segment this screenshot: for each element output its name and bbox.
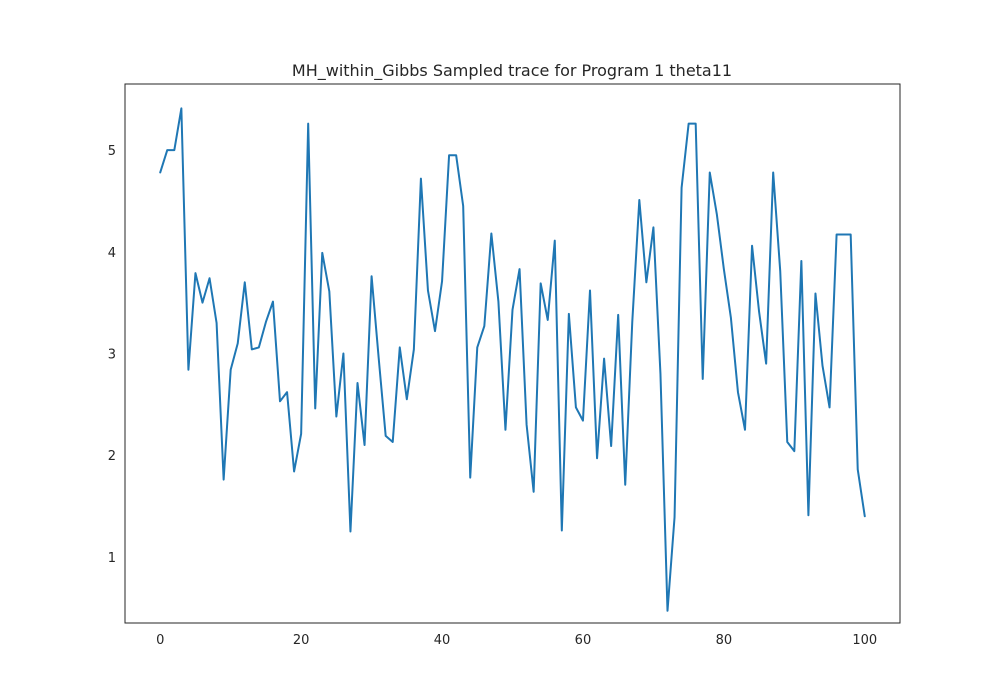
x-axis-ticks: 0 20 40 60 80 100 bbox=[156, 633, 877, 648]
x-tick-label: 80 bbox=[716, 633, 733, 648]
y-tick-label: 3 bbox=[108, 348, 116, 363]
series-group bbox=[159, 107, 866, 612]
x-tick-label: 0 bbox=[156, 633, 164, 648]
y-tick-label: 4 bbox=[108, 246, 116, 261]
x-tick-label: 100 bbox=[852, 633, 877, 648]
x-tick-label: 60 bbox=[575, 633, 592, 648]
plot-area-frame bbox=[124, 83, 901, 624]
y-tick-label: 2 bbox=[108, 449, 116, 464]
series-line-0 bbox=[159, 107, 866, 612]
chart-title: MH_within_Gibbs Sampled trace for Progra… bbox=[292, 61, 732, 81]
x-tick-label: 20 bbox=[293, 633, 310, 648]
y-tick-label: 5 bbox=[108, 144, 116, 159]
y-axis-ticks: 1 2 3 4 5 bbox=[108, 144, 116, 566]
x-tick-label: 40 bbox=[434, 633, 451, 648]
y-tick-label: 1 bbox=[108, 551, 116, 566]
